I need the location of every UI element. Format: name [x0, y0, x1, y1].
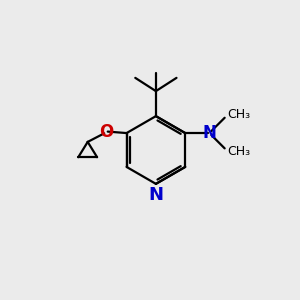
Text: CH₃: CH₃: [227, 108, 250, 121]
Text: CH₃: CH₃: [227, 145, 250, 158]
Text: N: N: [202, 124, 216, 142]
Text: O: O: [99, 123, 113, 141]
Text: N: N: [148, 186, 164, 204]
